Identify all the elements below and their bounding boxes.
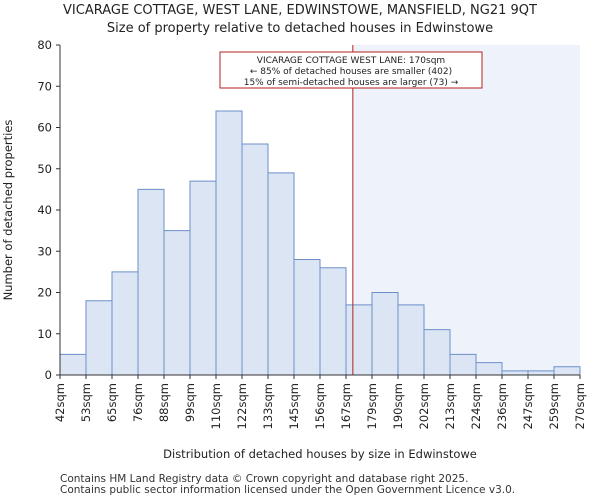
x-axis-label: Distribution of detached houses by size … xyxy=(163,447,477,461)
chart-title: VICARAGE COTTAGE, WEST LANE, EDWINSTOWE,… xyxy=(63,3,537,18)
x-tick-label: 236sqm xyxy=(495,383,509,429)
bar-202sqm xyxy=(423,329,451,376)
bar-145sqm xyxy=(293,259,321,376)
x-tick-label: 99sqm xyxy=(183,383,197,422)
bar-156sqm xyxy=(319,267,347,376)
x-tick-label: 247sqm xyxy=(521,383,535,429)
bar-99sqm xyxy=(189,180,217,376)
x-tick-label: 145sqm xyxy=(287,383,301,429)
x-tick-label: 213sqm xyxy=(443,383,457,429)
x-tick-label: 202sqm xyxy=(417,383,431,429)
y-axis-ticks: 0 10 20 30 40 50 60 70 80 xyxy=(37,38,60,382)
annotation-line-3: 15% of semi-detached houses are larger (… xyxy=(244,78,459,88)
bar-167sqm xyxy=(345,304,373,376)
annotation-frame xyxy=(219,51,483,89)
x-tick-label: 122sqm xyxy=(235,383,249,429)
x-axis-ticks: 42sqm 53sqm 65sqm 76sqm 88sqm 99sqm 110sqm 122s… xyxy=(53,375,587,429)
bar-42sqm xyxy=(59,353,87,376)
bar-259sqm xyxy=(553,366,581,376)
x-tick-label: 179sqm xyxy=(365,383,379,429)
bar-65sqm xyxy=(111,271,139,376)
annotation-line-1: VICARAGE COTTAGE WEST LANE: 170sqm xyxy=(257,56,445,66)
x-tick-label: 259sqm xyxy=(547,383,561,429)
y-axis-label: Number of detached properties xyxy=(1,120,15,301)
bar-76sqm xyxy=(137,188,165,376)
bar-213sqm xyxy=(449,353,477,376)
bar-224sqm xyxy=(475,362,503,376)
bar-88sqm xyxy=(163,230,191,376)
y-tick-label: 10 xyxy=(37,327,52,341)
y-tick-label: 80 xyxy=(37,38,52,52)
y-tick-label: 40 xyxy=(37,203,52,217)
x-tick-label: 224sqm xyxy=(469,383,483,429)
bars-group xyxy=(59,110,581,376)
y-tick-label: 50 xyxy=(37,162,52,176)
annotation-box: VICARAGE COTTAGE WEST LANE: 170sqm ← 85%… xyxy=(219,51,483,89)
footer-copyright: Contains HM Land Registry data © Crown c… xyxy=(60,473,469,485)
x-tick-label: 167sqm xyxy=(339,383,353,429)
x-tick-label: 270sqm xyxy=(573,383,587,429)
y-tick-label: 0 xyxy=(45,368,52,382)
x-tick-label: 190sqm xyxy=(391,383,405,429)
x-tick-label: 133sqm xyxy=(261,383,275,429)
x-tick-label: 65sqm xyxy=(105,383,119,422)
chart-subtitle: Size of property relative to detached ho… xyxy=(106,21,494,36)
x-tick-label: 76sqm xyxy=(131,383,145,422)
x-tick-label: 156sqm xyxy=(313,383,327,429)
bar-122sqm xyxy=(241,143,269,376)
bar-110sqm xyxy=(215,110,243,376)
x-tick-label: 88sqm xyxy=(157,383,171,422)
annotation-line-2: ← 85% of detached houses are smaller (40… xyxy=(250,67,452,77)
y-tick-label: 70 xyxy=(37,79,52,93)
footer-licence: Contains public sector information licen… xyxy=(60,484,516,496)
x-tick-label: 53sqm xyxy=(79,383,93,422)
x-tick-label: 110sqm xyxy=(209,383,223,429)
y-tick-label: 20 xyxy=(37,286,52,300)
bar-179sqm xyxy=(371,292,399,376)
bar-247sqm xyxy=(527,370,555,376)
bar-53sqm xyxy=(85,300,113,376)
bar-133sqm xyxy=(267,172,295,376)
bar-236sqm xyxy=(501,370,529,376)
x-tick-label: 42sqm xyxy=(53,383,67,422)
bar-190sqm xyxy=(397,304,425,376)
y-tick-label: 30 xyxy=(37,244,52,258)
y-tick-label: 60 xyxy=(37,121,52,135)
